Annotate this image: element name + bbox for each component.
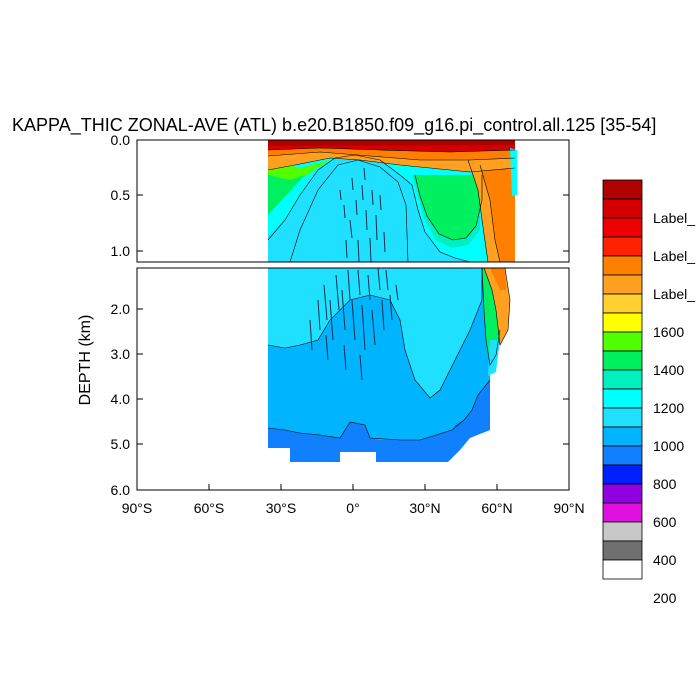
field-fill-cyan-upper (268, 140, 412, 235)
colorbar-label: 800 (653, 476, 677, 492)
field-fill-deep-orange-right (490, 268, 506, 290)
lower-panel-field (268, 268, 510, 462)
colorbar-label: 1400 (653, 362, 684, 378)
colorbar-label: Label_ (653, 248, 695, 264)
colorbar-swatch (602, 350, 643, 371)
contour-line (267, 157, 516, 173)
colorbar-swatch (602, 388, 643, 409)
x-ticks (136, 484, 570, 490)
colorbar-swatch (602, 521, 643, 542)
contour-line (267, 154, 471, 262)
colorbar-swatch (602, 445, 643, 466)
field-fill-green (415, 175, 482, 240)
colorbar-label: 200 (653, 590, 677, 606)
x-tick-label: 90°S (122, 500, 153, 516)
colorbar-swatch (602, 255, 643, 276)
field-fill-light-blue-core (290, 160, 408, 262)
colorbar-label: 1000 (653, 438, 684, 454)
x-tick-label: 30°S (266, 500, 297, 516)
colorbar-swatch (602, 293, 643, 314)
colorbar (602, 179, 643, 580)
colorbar-swatch (602, 464, 643, 485)
field-fill-mid-blue-inner (320, 300, 422, 412)
x-tick-label: 90°N (553, 500, 584, 516)
field-fill-light-blue-lower (268, 268, 482, 398)
contour-line (267, 147, 516, 153)
colorbar-swatch (602, 540, 643, 561)
x-tick-label: 60°S (194, 500, 225, 516)
contour-lines (267, 147, 516, 441)
colorbar-swatch (602, 217, 643, 238)
colorbar-label: Label_ (653, 286, 695, 302)
contour-line (267, 151, 516, 161)
colorbar-label: 1600 (653, 324, 684, 340)
contour-line (267, 268, 483, 399)
colorbar-swatch (602, 331, 643, 352)
x-tick-label: 30°N (409, 500, 440, 516)
colorbar-swatch (602, 483, 643, 504)
colorbar-label: 1200 (653, 400, 684, 416)
x-tick-label: 0° (346, 500, 359, 516)
colorbar-swatch (602, 502, 643, 523)
y-tick-label: 0.0 (111, 132, 131, 148)
colorbar-swatch (602, 312, 643, 333)
contour-line (481, 268, 501, 366)
y-tick-label: 6.0 (111, 482, 131, 498)
contour-line (414, 174, 483, 241)
colorbar-swatch (602, 179, 643, 200)
y-tick-labels: 0.0 0.5 1.0 2.0 3.0 4.0 5.0 6.0 (111, 132, 131, 498)
contour-line (267, 379, 491, 441)
colorbar-swatch (602, 559, 643, 580)
contour-line (479, 164, 501, 262)
colorbar-swatch (602, 236, 643, 257)
y-tick-label: 3.0 (111, 346, 131, 362)
y-tick-label: 2.0 (111, 301, 131, 317)
contour-streak (309, 268, 399, 381)
y-tick-label: 5.0 (111, 436, 131, 452)
colorbar-swatch (602, 198, 643, 219)
y-tick-label: 4.0 (111, 391, 131, 407)
field-fill-cyan-edge (510, 148, 517, 196)
colorbar-swatch (602, 369, 643, 390)
contour-streaks (309, 167, 399, 381)
field-fill-green-left-2 (268, 175, 305, 215)
y-tick-label: 0.5 (111, 187, 131, 203)
colorbar-label: 400 (653, 552, 677, 568)
colorbar-swatch (602, 426, 643, 447)
colorbar-swatch (602, 274, 643, 295)
field-fill-darkred-top (268, 140, 515, 146)
upper-panel-frame (136, 139, 570, 263)
x-tick-labels: 90°S 60°S 30°S 0° 30°N 60°N 90°N (122, 500, 585, 516)
contour-line (483, 268, 511, 346)
colorbar-label: 600 (653, 514, 677, 530)
contour-line (467, 159, 489, 262)
y-axis-label: DEPTH (km) (77, 315, 94, 406)
colorbar-label: Label_ (653, 210, 695, 226)
y-ticks (137, 139, 569, 445)
colorbar-labels: Label_ Label_ Label_ 1600 1400 1200 1000 800 600… (653, 210, 695, 606)
contour-streak (339, 167, 386, 262)
colorbar-swatch (602, 407, 643, 428)
chart-title: KAPPA_THIC ZONAL-AVE (ATL) b.e20.B1850.f… (12, 115, 656, 136)
x-tick-label: 60°N (481, 500, 512, 516)
y-tick-label: 1.0 (111, 243, 131, 259)
